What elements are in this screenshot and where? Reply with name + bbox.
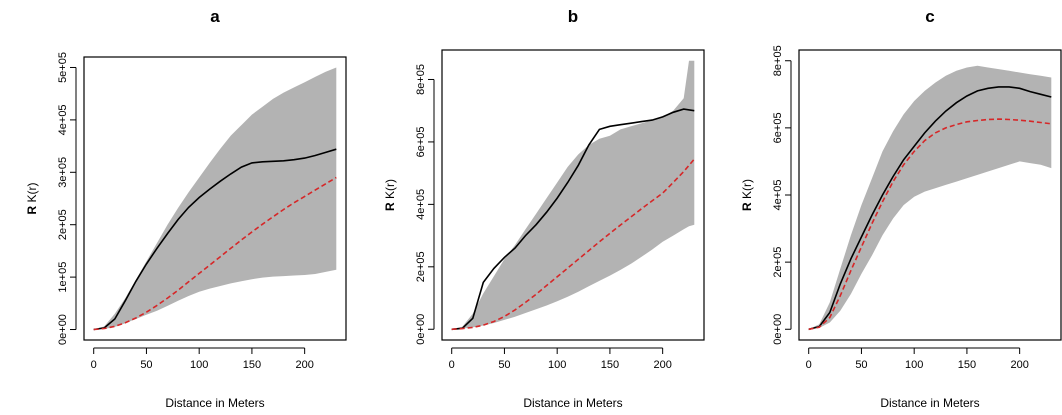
plot-area (93, 67, 337, 331)
y-axis-label: R K(r) (740, 179, 754, 211)
envelope-band (451, 60, 695, 330)
x-tick-label: 150 (958, 359, 976, 371)
y-axis-label-prefix: R (740, 202, 754, 211)
y-tick-label: 1e+05 (57, 262, 69, 293)
y-axis-label: R K(r) (383, 179, 397, 211)
y-tick-label: 4e+05 (415, 189, 427, 220)
x-tick-label: 100 (190, 359, 208, 371)
x-tick-label: 200 (653, 359, 671, 371)
expected-line (808, 118, 1052, 331)
y-axis-label-main: K(r) (383, 179, 397, 202)
x-tick-label: 100 (548, 359, 566, 371)
envelope-band (93, 67, 337, 330)
observed-line (93, 148, 337, 331)
y-axis-label: R K(r) (25, 182, 39, 214)
chart-panel-c: c 0 50 100 150 200 Distance in Meters 0e+00 2e+0… (740, 7, 1062, 410)
y-tick-label: 2e+05 (57, 209, 69, 240)
panel-title: a (210, 7, 220, 26)
y-axis-label-main: K(r) (25, 182, 39, 205)
x-tick-label: 0 (91, 359, 97, 371)
expected-line (451, 158, 695, 331)
x-tick-label: 0 (806, 359, 812, 371)
x-tick-label: 50 (140, 359, 152, 371)
y-tick-label: 6e+05 (772, 112, 784, 143)
y-tick-label: 0e+00 (415, 314, 427, 345)
plot-frame (798, 49, 1062, 341)
envelope-band (808, 65, 1052, 330)
plot-frame (83, 56, 347, 341)
x-tick-label: 50 (855, 359, 867, 371)
x-tick-label: 100 (905, 359, 923, 371)
x-tick-label: 200 (295, 359, 313, 371)
y-tick-label: 0e+00 (57, 314, 69, 345)
panel-title: c (925, 7, 934, 26)
plot-area (451, 60, 695, 331)
y-tick-label: 5e+05 (57, 52, 69, 83)
y-tick-label: 2e+05 (772, 247, 784, 278)
y-tick-label: 3e+05 (57, 157, 69, 188)
x-tick-label: 50 (498, 359, 510, 371)
y-tick-label: 6e+05 (415, 126, 427, 157)
chart-panel-b: b 0 50 100 150 200 Distance in Meters 0e+00 2e+0… (383, 7, 705, 410)
y-tick-label: 8e+05 (415, 64, 427, 95)
y-tick-label: 8e+05 (772, 45, 784, 76)
x-tick-label: 0 (449, 359, 455, 371)
y-axis-label-prefix: R (383, 202, 397, 211)
expected-line (93, 176, 337, 331)
y-tick-label: 4e+05 (57, 104, 69, 135)
x-axis-label: Distance in Meters (880, 396, 979, 410)
x-axis-label: Distance in Meters (523, 396, 622, 410)
y-axis-label-prefix: R (25, 206, 39, 215)
x-axis-label: Distance in Meters (165, 396, 264, 410)
panel-title: b (568, 7, 578, 26)
x-tick-label: 150 (601, 359, 619, 371)
plot-area (808, 65, 1052, 331)
y-tick-label: 4e+05 (772, 180, 784, 211)
chart-panel-a: a 0 50 100 150 200 Distance in Meters 0e+00 1e+0… (25, 7, 347, 410)
y-tick-label: 2e+05 (415, 251, 427, 282)
y-tick-label: 0e+00 (772, 314, 784, 345)
observed-line (808, 86, 1052, 331)
x-tick-label: 150 (243, 359, 261, 371)
y-axis-label-main: K(r) (740, 179, 754, 202)
x-tick-label: 200 (1010, 359, 1028, 371)
observed-line (451, 108, 695, 331)
plot-frame (441, 49, 705, 341)
